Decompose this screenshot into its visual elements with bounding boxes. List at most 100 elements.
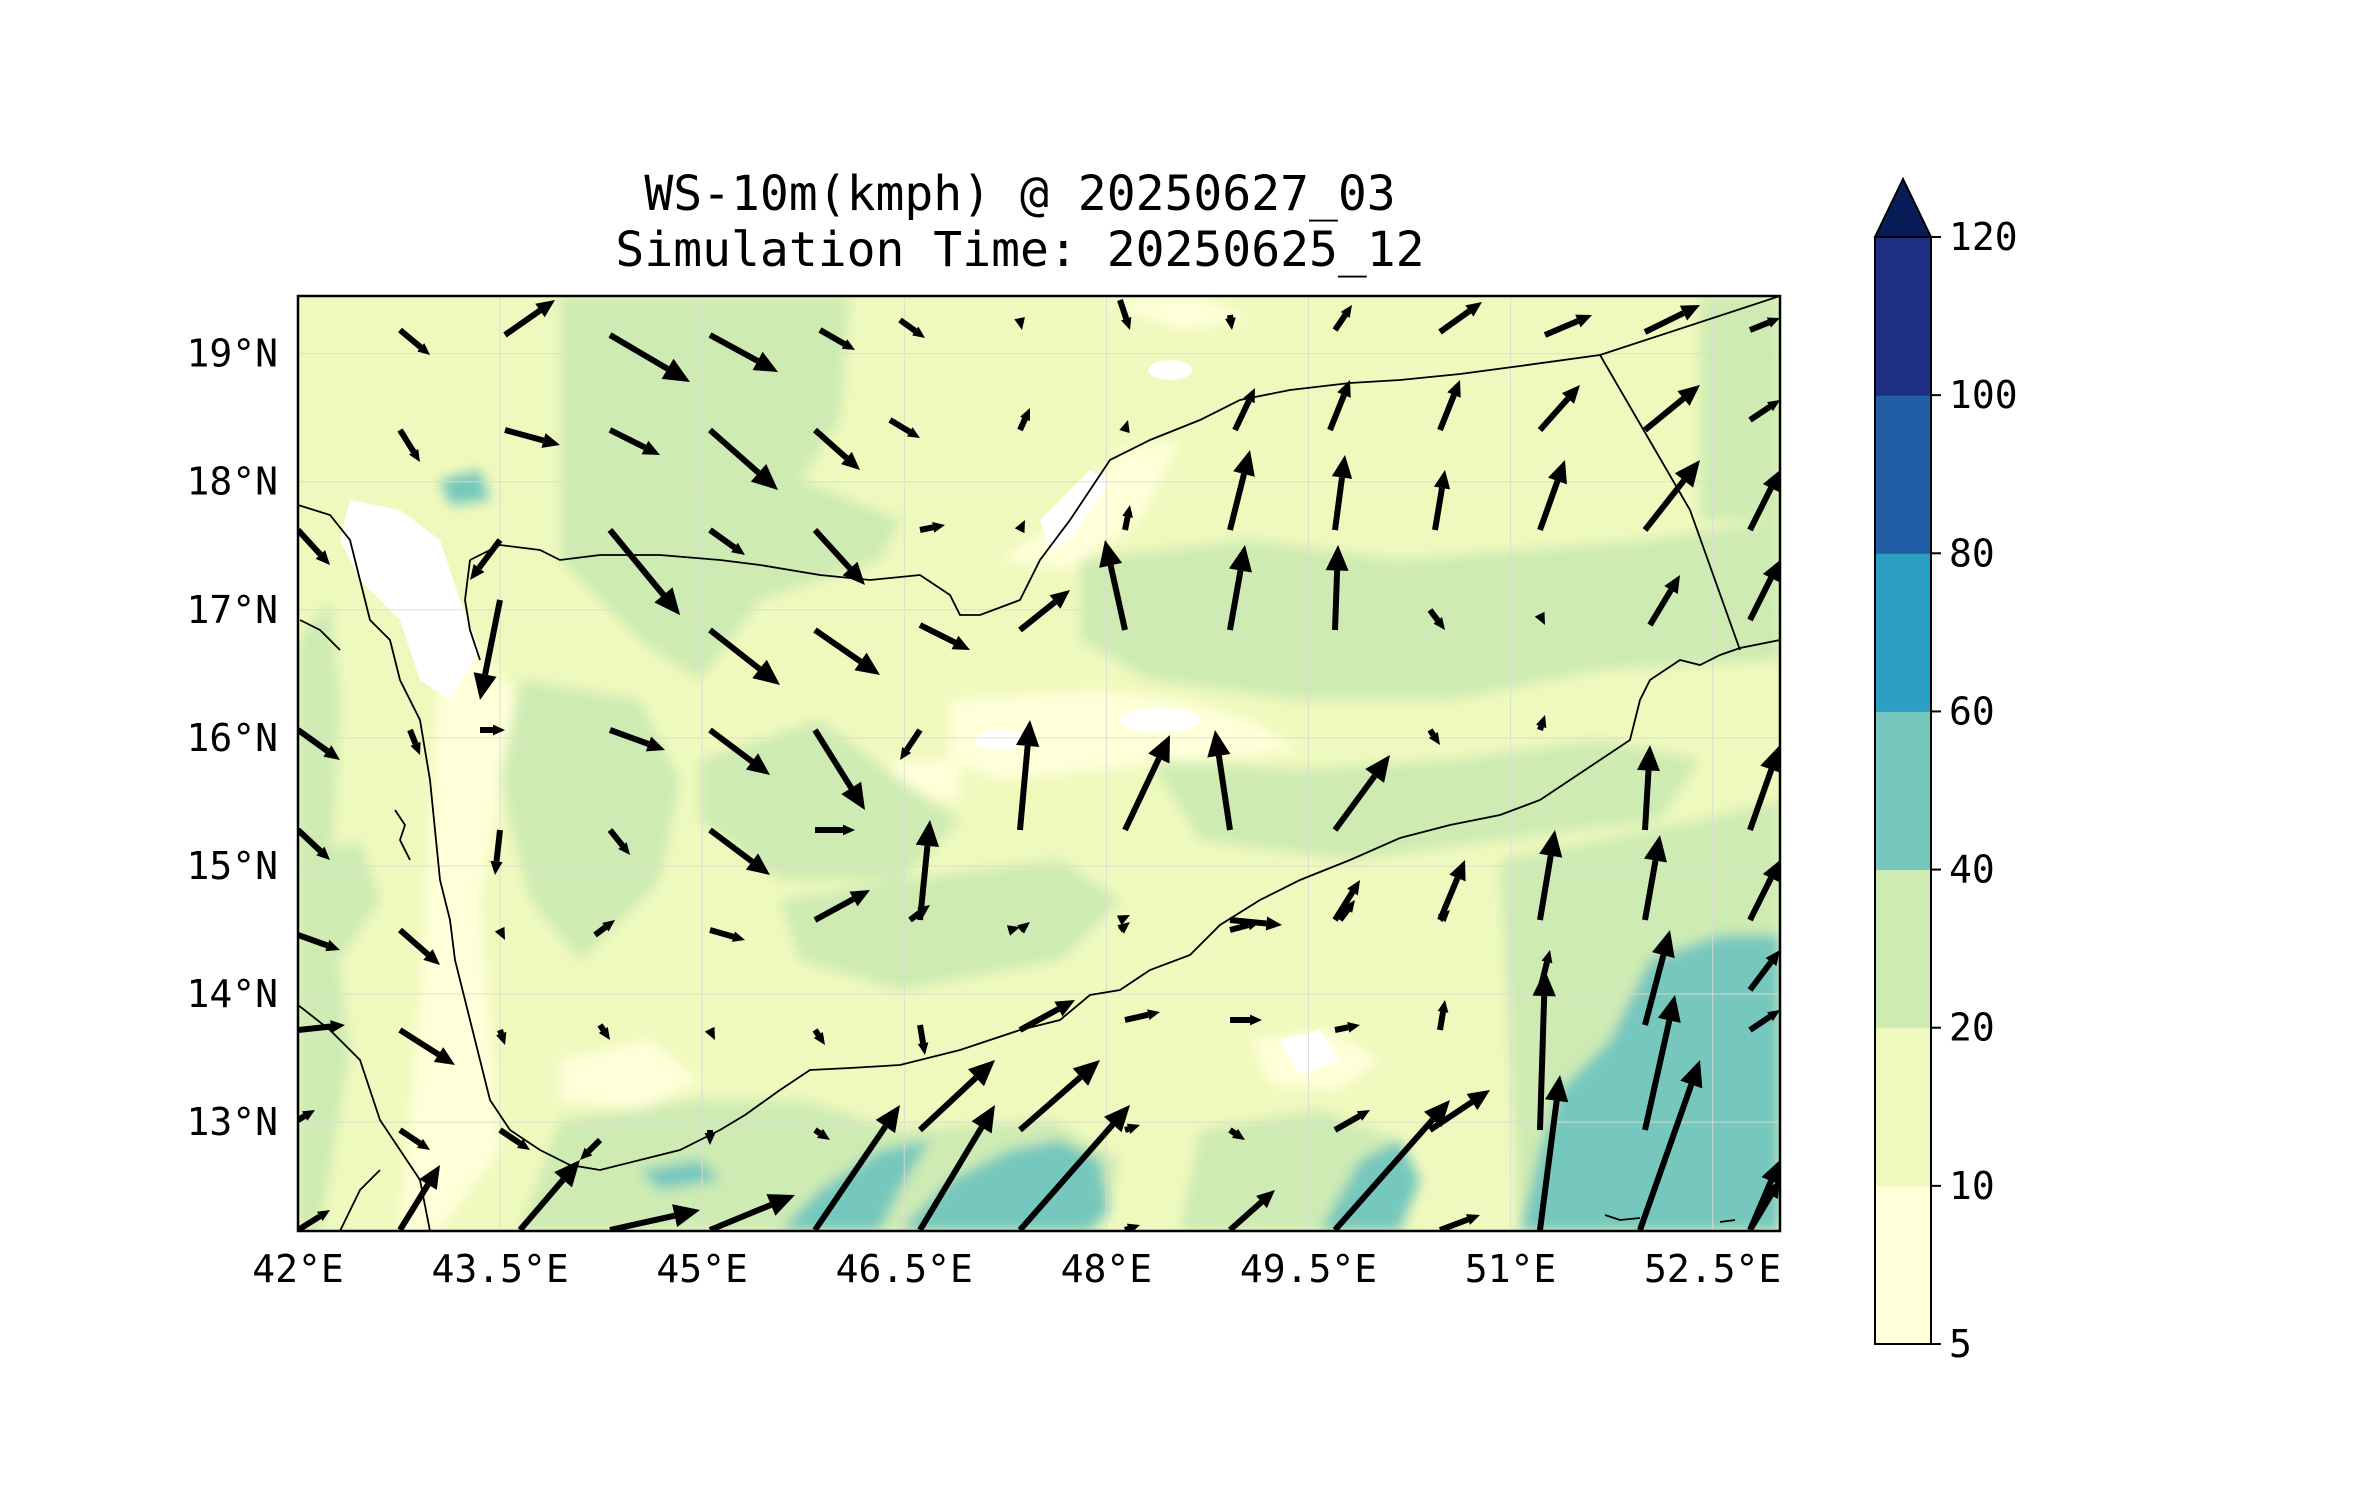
wind-arrow xyxy=(1014,317,1025,330)
figure-title: WS-10m(kmph) @ 20250627_03 xyxy=(644,166,1396,222)
gridlines xyxy=(298,296,1780,1231)
calm-patch xyxy=(1040,470,1110,550)
colorbar-tick-label: 20 xyxy=(1949,1006,1995,1050)
wind-arrow xyxy=(888,417,920,438)
wind-arrow xyxy=(708,727,770,775)
colorbar: 120 100 80 60 40 20 10 5 xyxy=(1873,176,2018,1366)
lat-tick-label: 19°N xyxy=(186,332,278,376)
wind-arrow xyxy=(1018,590,1070,633)
colorbar-tick-label: 40 xyxy=(1949,848,1995,892)
wind-arrow xyxy=(917,1024,929,1055)
lat-tick-label: 14°N xyxy=(186,972,278,1016)
latitude-ticks: 19°N 18°N 17°N 16°N 15°N 14°N 13°N xyxy=(186,332,278,1144)
border-line xyxy=(1599,354,1741,651)
wind-arrow xyxy=(398,1027,455,1065)
colorbar-tick-label: 10 xyxy=(1949,1164,1995,1208)
wind-arrow xyxy=(1643,385,1700,433)
lat-tick-label: 15°N xyxy=(186,844,278,888)
wind-arrow xyxy=(1332,305,1352,332)
colorbar-segment xyxy=(1875,1185,1931,1345)
wind-arrow xyxy=(1532,970,1556,1131)
colorbar-tick-label: 80 xyxy=(1949,531,1995,575)
lat-tick-label: 17°N xyxy=(186,588,278,632)
colorbar-tick-label: 5 xyxy=(1949,1322,1972,1366)
wind-arrow xyxy=(1228,1190,1275,1231)
wind-arrow xyxy=(397,1165,440,1231)
colorbar-tick-label: 60 xyxy=(1949,689,1995,733)
wind-arrow xyxy=(1332,1100,1450,1231)
wind-arrow xyxy=(708,1194,795,1231)
wind-arrow xyxy=(1747,860,1780,922)
wind-arrow xyxy=(1332,755,1390,832)
wind-arrow xyxy=(813,890,870,923)
lon-tick-label: 42°E xyxy=(252,1247,344,1291)
lon-tick-label: 51°E xyxy=(1465,1247,1557,1291)
wind-arrow xyxy=(609,1204,700,1231)
wind-arrow xyxy=(1543,314,1592,338)
coastline xyxy=(298,1004,431,1231)
map-frame xyxy=(296,294,1782,1233)
wind-arrow xyxy=(470,538,503,580)
wind-arrow xyxy=(1748,400,1780,423)
wind-arrow xyxy=(1332,880,1360,922)
wind-arrow xyxy=(298,1020,345,1033)
wind-arrow xyxy=(580,1137,603,1160)
wind-arrow xyxy=(704,1026,715,1040)
wind-arrow xyxy=(812,728,865,810)
wind-arrow xyxy=(1014,520,1025,534)
lon-tick-label: 48°E xyxy=(1061,1247,1153,1291)
wind-arrow xyxy=(1748,1010,1780,1033)
coastline xyxy=(299,619,341,651)
wind-arrow xyxy=(494,926,505,940)
wind-arrow xyxy=(398,927,440,965)
colorbar-tick-label: 120 xyxy=(1949,215,2018,259)
wind-arrow xyxy=(917,1105,995,1231)
wind-arrow xyxy=(812,527,865,585)
wind-arrow xyxy=(398,327,430,355)
wind-arrow xyxy=(1018,1000,1075,1033)
wind-arrow xyxy=(815,824,855,836)
wind-arrow xyxy=(1536,715,1547,731)
wind-arrow xyxy=(918,622,970,650)
lat-tick-label: 16°N xyxy=(186,716,278,760)
wind-arrow xyxy=(597,1023,610,1040)
wind-arrow xyxy=(504,427,560,448)
colorbar-frame xyxy=(1874,236,1932,1345)
wind-arrow xyxy=(608,332,690,382)
wind-arrow xyxy=(708,427,778,490)
longitude-ticks: 42°E 43.5°E 45°E 46.5°E 48°E 49.5°E 51°E 52.5°E xyxy=(252,1247,1781,1291)
wind-arrow xyxy=(1747,745,1780,831)
colorbar-extend-triangle xyxy=(1873,176,1933,238)
wind-arrow xyxy=(1017,408,1030,432)
wind-arrow xyxy=(709,927,745,942)
wind-arrow xyxy=(1642,930,1675,1026)
calm-patch xyxy=(340,500,480,700)
wind-speed-field xyxy=(298,296,1780,1231)
wind-arrow xyxy=(298,1210,330,1231)
figure-subtitle: Simulation Time: 20250625_12 xyxy=(615,222,1425,278)
wind-arrow xyxy=(1122,505,1133,531)
lon-tick-label: 43.5°E xyxy=(431,1247,568,1291)
coastline xyxy=(339,1169,381,1231)
lat-tick-label: 13°N xyxy=(186,1100,278,1144)
wind-arrow xyxy=(1748,317,1780,333)
wind-arrow xyxy=(1124,1123,1140,1134)
wind-arrow xyxy=(1099,540,1128,631)
wind-arrow xyxy=(1333,1110,1370,1133)
wind-arrow xyxy=(490,829,503,875)
wind-arrow xyxy=(1232,388,1255,432)
coastline xyxy=(298,504,1780,1171)
wind-arrow xyxy=(1437,1000,1449,1031)
wind-arrow xyxy=(1642,460,1700,532)
wind-arrow xyxy=(1015,720,1040,831)
wind-arrow xyxy=(812,1028,825,1045)
lon-tick-label: 49.5°E xyxy=(1240,1247,1377,1291)
wind-arrow xyxy=(1228,1127,1245,1140)
wind-arrow xyxy=(608,727,665,752)
wind-arrow xyxy=(1124,1009,1160,1023)
wind-arrow xyxy=(1428,1090,1490,1133)
wind-arrow xyxy=(1437,910,1450,923)
wind-arrow xyxy=(1637,1060,1703,1231)
